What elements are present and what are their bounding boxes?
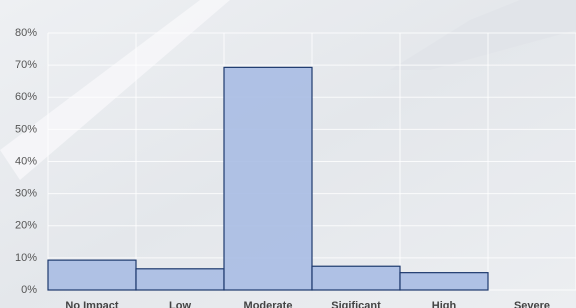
bar bbox=[48, 260, 136, 290]
y-tick-label: 60% bbox=[15, 91, 37, 103]
x-tick-label: Moderate bbox=[244, 300, 293, 308]
bar bbox=[224, 67, 312, 290]
bar bbox=[312, 266, 400, 290]
y-tick-label: 10% bbox=[15, 252, 37, 264]
bar bbox=[400, 273, 488, 290]
y-tick-label: 40% bbox=[15, 155, 37, 167]
x-tick-label: No Impact bbox=[65, 300, 119, 308]
y-tick-label: 80% bbox=[15, 27, 37, 39]
y-tick-label: 50% bbox=[15, 123, 37, 135]
y-tick-label: 70% bbox=[15, 59, 37, 71]
chart: 0% 10% 20% 30% 40% 50% 60% 70% 80% No Impact Low Mo… bbox=[0, 0, 576, 308]
x-tick-label: High bbox=[432, 300, 457, 308]
x-tick-label: Severe bbox=[514, 300, 550, 308]
x-tick-label: Sigificant bbox=[331, 300, 381, 308]
y-tick-label: 0% bbox=[21, 284, 37, 296]
x-tick-label: Low bbox=[169, 300, 191, 308]
y-tick-label: 20% bbox=[15, 220, 37, 232]
bar bbox=[136, 269, 224, 290]
y-tick-label: 30% bbox=[15, 188, 37, 200]
